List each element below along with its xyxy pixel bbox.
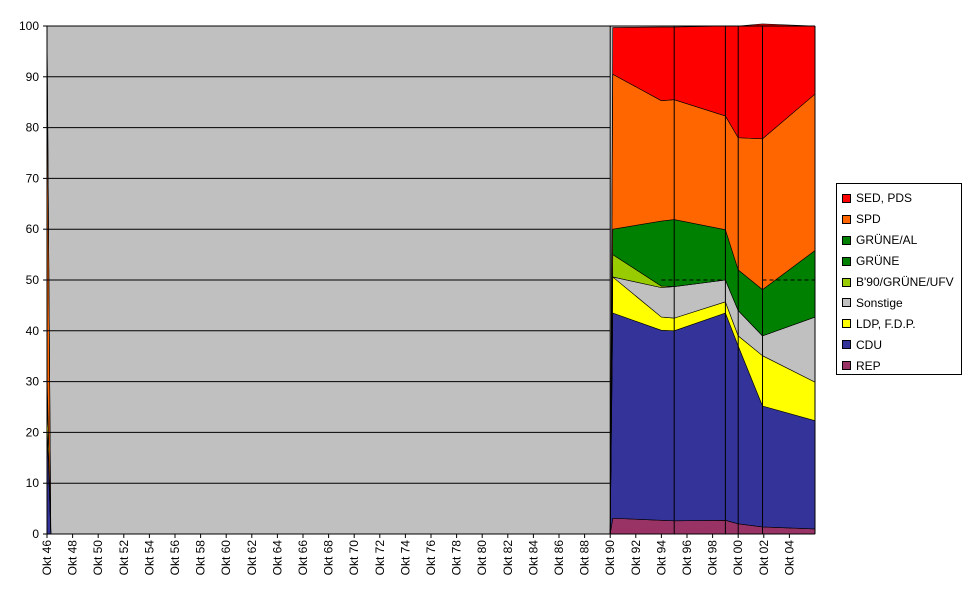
x-tick-label: Okt 58 [194, 540, 208, 576]
x-tick-label: Okt 60 [219, 540, 233, 576]
x-tick-label: Okt 70 [347, 540, 361, 576]
y-tick-label: 60 [26, 222, 40, 236]
legend-swatch [842, 340, 851, 350]
y-tick-label: 100 [19, 19, 39, 33]
legend: SED, PDS SPD GRÜNE/AL GRÜNE B'90/GRÜNE/UFV So… [836, 183, 962, 375]
x-tick-label: Okt 86 [552, 540, 566, 576]
legend-label: REP [856, 358, 881, 373]
x-tick-label: Okt 46 [40, 540, 54, 576]
y-tick-label: 70 [26, 171, 40, 185]
x-tick-label: Okt 96 [680, 540, 694, 576]
legend-item: LDP, F.D.P. [842, 313, 961, 334]
legend-item: GRÜNE [842, 251, 961, 272]
x-tick-label: Okt 62 [245, 540, 259, 576]
y-tick-label: 10 [26, 476, 40, 490]
x-tick-label: Okt 84 [526, 540, 540, 576]
y-tick-label: 30 [26, 375, 40, 389]
legend-swatch [842, 193, 851, 203]
legend-label: GRÜNE/AL [856, 233, 918, 248]
y-tick-label: 0 [32, 527, 39, 541]
x-tick-label: Okt 02 [757, 540, 771, 576]
y-tick-label: 90 [26, 70, 40, 84]
legend-label: SPD [856, 212, 881, 227]
legend-swatch [842, 319, 851, 329]
y-tick-label: 50 [26, 273, 40, 287]
legend-label: B'90/GRÜNE/UFV [856, 275, 954, 289]
y-tick-label: 80 [26, 121, 40, 135]
legend-item: B'90/GRÜNE/UFV [842, 272, 961, 293]
legend-label: Sonstige [856, 295, 903, 310]
x-tick-label: Okt 04 [782, 540, 796, 576]
legend-item: REP [842, 355, 961, 376]
x-tick-label: Okt 56 [168, 540, 182, 576]
legend-swatch [842, 298, 851, 308]
x-tick-label: Okt 72 [373, 540, 387, 576]
legend-swatch [842, 277, 851, 287]
x-tick-label: Okt 82 [501, 540, 515, 576]
legend-item: SED, PDS [842, 188, 961, 209]
x-tick-label: Okt 00 [731, 540, 745, 576]
x-tick-label: Okt 74 [398, 540, 412, 576]
legend-label: GRÜNE [856, 254, 900, 269]
x-tick-label: Okt 80 [475, 540, 489, 576]
x-tick-labels: Okt 46 Okt 48 Okt 50 Okt 52 Okt 54 Okt 56 Okt … [40, 534, 796, 575]
legend-swatch [842, 361, 851, 371]
x-tick-label: Okt 52 [117, 540, 131, 576]
x-tick-label: Okt 64 [270, 540, 284, 576]
legend-item: GRÜNE/AL [842, 230, 961, 251]
y-tick-labels: 0 10 20 30 40 50 60 70 80 90 100 [19, 19, 47, 541]
x-tick-label: Okt 92 [629, 540, 643, 576]
legend-swatch [842, 235, 851, 245]
legend-label: SED, PDS [856, 191, 913, 206]
x-tick-label: Okt 94 [654, 540, 668, 576]
x-tick-label: Okt 68 [322, 540, 336, 576]
x-tick-label: Okt 90 [603, 540, 617, 576]
x-tick-label: Okt 66 [296, 540, 310, 576]
legend-swatch [842, 256, 851, 266]
legend-label: CDU [856, 337, 882, 352]
x-tick-label: Okt 48 [66, 540, 80, 576]
x-tick-label: Okt 54 [142, 540, 156, 576]
x-tick-label: Okt 76 [424, 540, 438, 576]
legend-swatch [842, 214, 851, 224]
x-tick-label: Okt 50 [91, 540, 105, 576]
y-tick-label: 20 [26, 425, 40, 439]
y-tick-label: 40 [26, 324, 40, 338]
x-tick-label: Okt 88 [578, 540, 592, 576]
x-tick-label: Okt 78 [450, 540, 464, 576]
legend-label: LDP, F.D.P. [856, 316, 916, 331]
legend-item: SPD [842, 209, 961, 230]
legend-item: CDU [842, 334, 961, 355]
legend-item: Sonstige [842, 292, 961, 313]
x-tick-label: Okt 98 [706, 540, 720, 576]
